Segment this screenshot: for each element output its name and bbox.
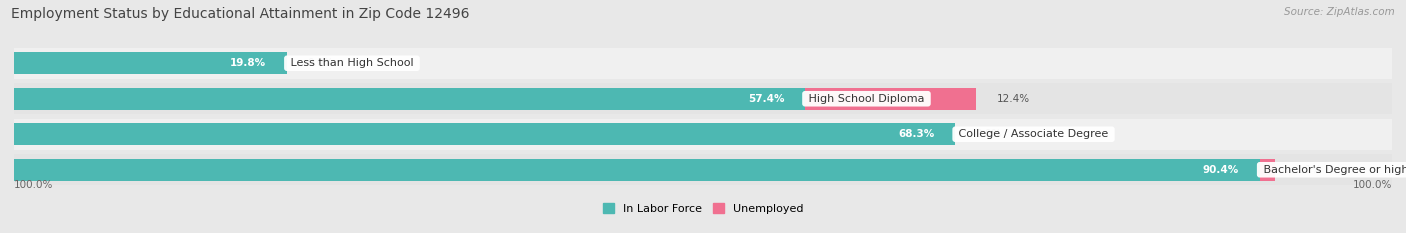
Bar [14, 154, 1392, 185]
Bar [1260, 159, 1275, 181]
Text: 0.0%: 0.0% [976, 129, 1002, 139]
Text: 68.3%: 68.3% [898, 129, 935, 139]
Bar [14, 119, 1392, 150]
Bar [14, 123, 955, 145]
Text: High School Diploma: High School Diploma [806, 94, 928, 104]
Text: 1.1%: 1.1% [1295, 165, 1322, 175]
Text: College / Associate Degree: College / Associate Degree [955, 129, 1112, 139]
Text: 57.4%: 57.4% [748, 94, 785, 104]
Bar [14, 83, 1392, 114]
Bar [14, 159, 1260, 181]
Bar [806, 88, 976, 110]
Text: Bachelor's Degree or higher: Bachelor's Degree or higher [1260, 165, 1406, 175]
Bar [14, 52, 287, 74]
Text: Employment Status by Educational Attainment in Zip Code 12496: Employment Status by Educational Attainm… [11, 7, 470, 21]
Legend: In Labor Force, Unemployed: In Labor Force, Unemployed [598, 199, 808, 218]
Text: 90.4%: 90.4% [1202, 165, 1239, 175]
Bar [14, 88, 806, 110]
Bar [14, 48, 1392, 79]
Text: 0.0%: 0.0% [308, 58, 333, 68]
Text: Less than High School: Less than High School [287, 58, 418, 68]
Text: 19.8%: 19.8% [231, 58, 266, 68]
Text: 12.4%: 12.4% [997, 94, 1029, 104]
Text: Source: ZipAtlas.com: Source: ZipAtlas.com [1284, 7, 1395, 17]
Text: 100.0%: 100.0% [1353, 180, 1392, 190]
Text: 100.0%: 100.0% [14, 180, 53, 190]
